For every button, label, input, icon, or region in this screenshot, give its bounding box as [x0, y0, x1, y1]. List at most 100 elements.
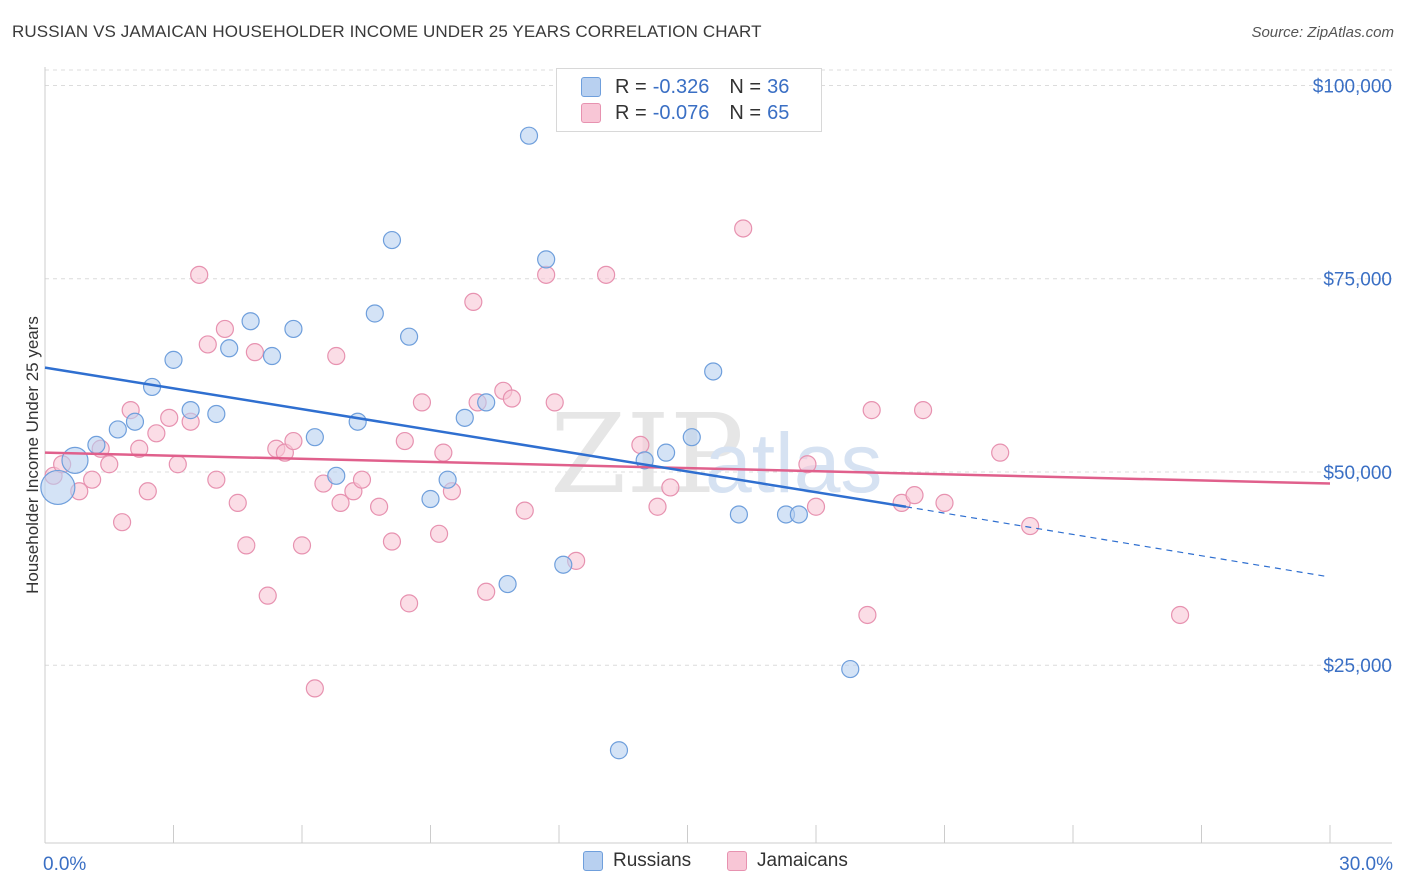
russians-point [682, 428, 701, 447]
russians-point [40, 469, 76, 506]
russians-n-label: N = [729, 75, 762, 98]
russians-point [284, 319, 303, 339]
jamaicans-point [935, 493, 954, 512]
y-tick-label: $100,000 [1313, 76, 1392, 97]
jamaicans-point [661, 478, 680, 497]
russians-point [181, 401, 200, 420]
jamaicans-n-label: N = [729, 101, 762, 124]
jamaicans-point [412, 393, 432, 412]
jamaicans-point [858, 605, 877, 625]
russians-n-value: 36 [767, 75, 790, 98]
russians-point [241, 312, 260, 331]
jamaicans-point [327, 346, 346, 366]
axes [44, 67, 1392, 844]
jamaicans-point [100, 455, 119, 474]
russians-legend-label: Russians [613, 850, 692, 871]
jamaicans-point [464, 292, 483, 311]
jamaicans-point [305, 679, 324, 698]
jamaicans-point [370, 497, 389, 516]
x-tick-labels: 0.0% 30.0% [43, 854, 1393, 875]
trendlines [44, 366, 1331, 577]
y-tick-label: $75,000 [1323, 270, 1392, 291]
jamaicans-legend-label: Jamaicans [757, 850, 848, 871]
jamaicans-point [734, 219, 753, 238]
jamaicans-point [631, 435, 650, 455]
watermark-atlas: atlas [705, 416, 882, 510]
russians-point [61, 446, 89, 474]
jamaicans-point [502, 389, 521, 408]
jamaicans-point [537, 265, 556, 284]
russians-point [87, 435, 106, 455]
chart-title: RUSSIAN VS JAMAICAN HOUSEHOLDER INCOME U… [12, 22, 762, 41]
jamaicans-point [331, 493, 350, 512]
jamaicans-point [190, 265, 209, 284]
russians-point [164, 350, 183, 369]
russians-point [477, 393, 496, 412]
jamaicans-point [477, 582, 496, 601]
jamaicans-point [434, 443, 453, 462]
jamaicans-point [648, 497, 667, 516]
jamaicans-point [147, 424, 166, 443]
russians-r-label: R = [615, 75, 647, 98]
jamaicans-point [597, 265, 616, 284]
jamaicans-point [112, 513, 132, 532]
russians-point [399, 327, 419, 346]
stats-legend: R = -0.326 N = 36 R = -0.076 N = 65 [556, 68, 822, 132]
russians-point [125, 412, 145, 431]
russians-swatch [581, 77, 601, 97]
russians-point [554, 555, 573, 574]
jamaicans-point [429, 524, 449, 543]
jamaicans-point [1170, 605, 1190, 625]
russians-legend-swatch [583, 851, 603, 871]
russians-point [421, 489, 440, 509]
jamaicans-point [168, 455, 187, 474]
jamaicans-point [160, 408, 179, 427]
y-axis-label: Householder Income Under 25 years [23, 316, 42, 594]
jamaicans-point [207, 470, 226, 489]
y-tick-label: $25,000 [1323, 656, 1392, 677]
russians-point [498, 574, 517, 594]
jamaicans-point [258, 586, 277, 605]
russians-point [455, 408, 474, 427]
watermark: ZIP atlas [550, 390, 882, 518]
jamaicans-legend-swatch [727, 851, 747, 871]
jamaicans-point [130, 439, 149, 458]
russians-point [519, 126, 539, 145]
y-tick-label: $50,000 [1323, 463, 1392, 484]
y-tick-labels: $25,000 $50,000 $75,000 $100,000 [1313, 76, 1392, 677]
jamaicans-point [798, 455, 817, 474]
jamaicans-point [862, 401, 881, 420]
jamaicans-point [237, 536, 256, 555]
jamaicans-point [1021, 516, 1040, 536]
jamaicans-point [806, 497, 826, 516]
series-legend: Russians Jamaicans [0, 850, 1406, 878]
russians-point [729, 505, 749, 524]
russians-point [841, 659, 860, 679]
jamaicans-point [545, 393, 564, 412]
russians-point [305, 428, 324, 447]
x-tick-label-end: 30.0% [1339, 854, 1393, 875]
russians-r-value: -0.326 [652, 75, 710, 98]
russians-point [365, 304, 384, 323]
jamaicans-r-label: R = [615, 101, 647, 124]
russians-point [108, 420, 127, 439]
source-label: Source: ZipAtlas.com [1251, 24, 1394, 41]
russians-point [704, 362, 723, 381]
russians-point [609, 741, 629, 760]
russians-point [262, 346, 282, 366]
russians-trendline-extension [905, 506, 1326, 577]
legend-item-russians[interactable]: Russians [583, 850, 691, 872]
legend-item-jamaicans[interactable]: Jamaicans [727, 850, 848, 872]
jamaicans-n-value: 65 [767, 101, 790, 124]
jamaicans-swatch [581, 103, 601, 123]
x-tick-label-start: 0.0% [43, 854, 86, 875]
jamaicans-point [991, 443, 1010, 462]
jamaicans-point [245, 343, 264, 362]
jamaicans-point [913, 401, 933, 420]
russians-point [382, 230, 402, 250]
jamaicans-point [198, 335, 217, 354]
russians-point [656, 443, 676, 462]
jamaicans-point [395, 431, 414, 451]
russians-point [220, 339, 239, 358]
